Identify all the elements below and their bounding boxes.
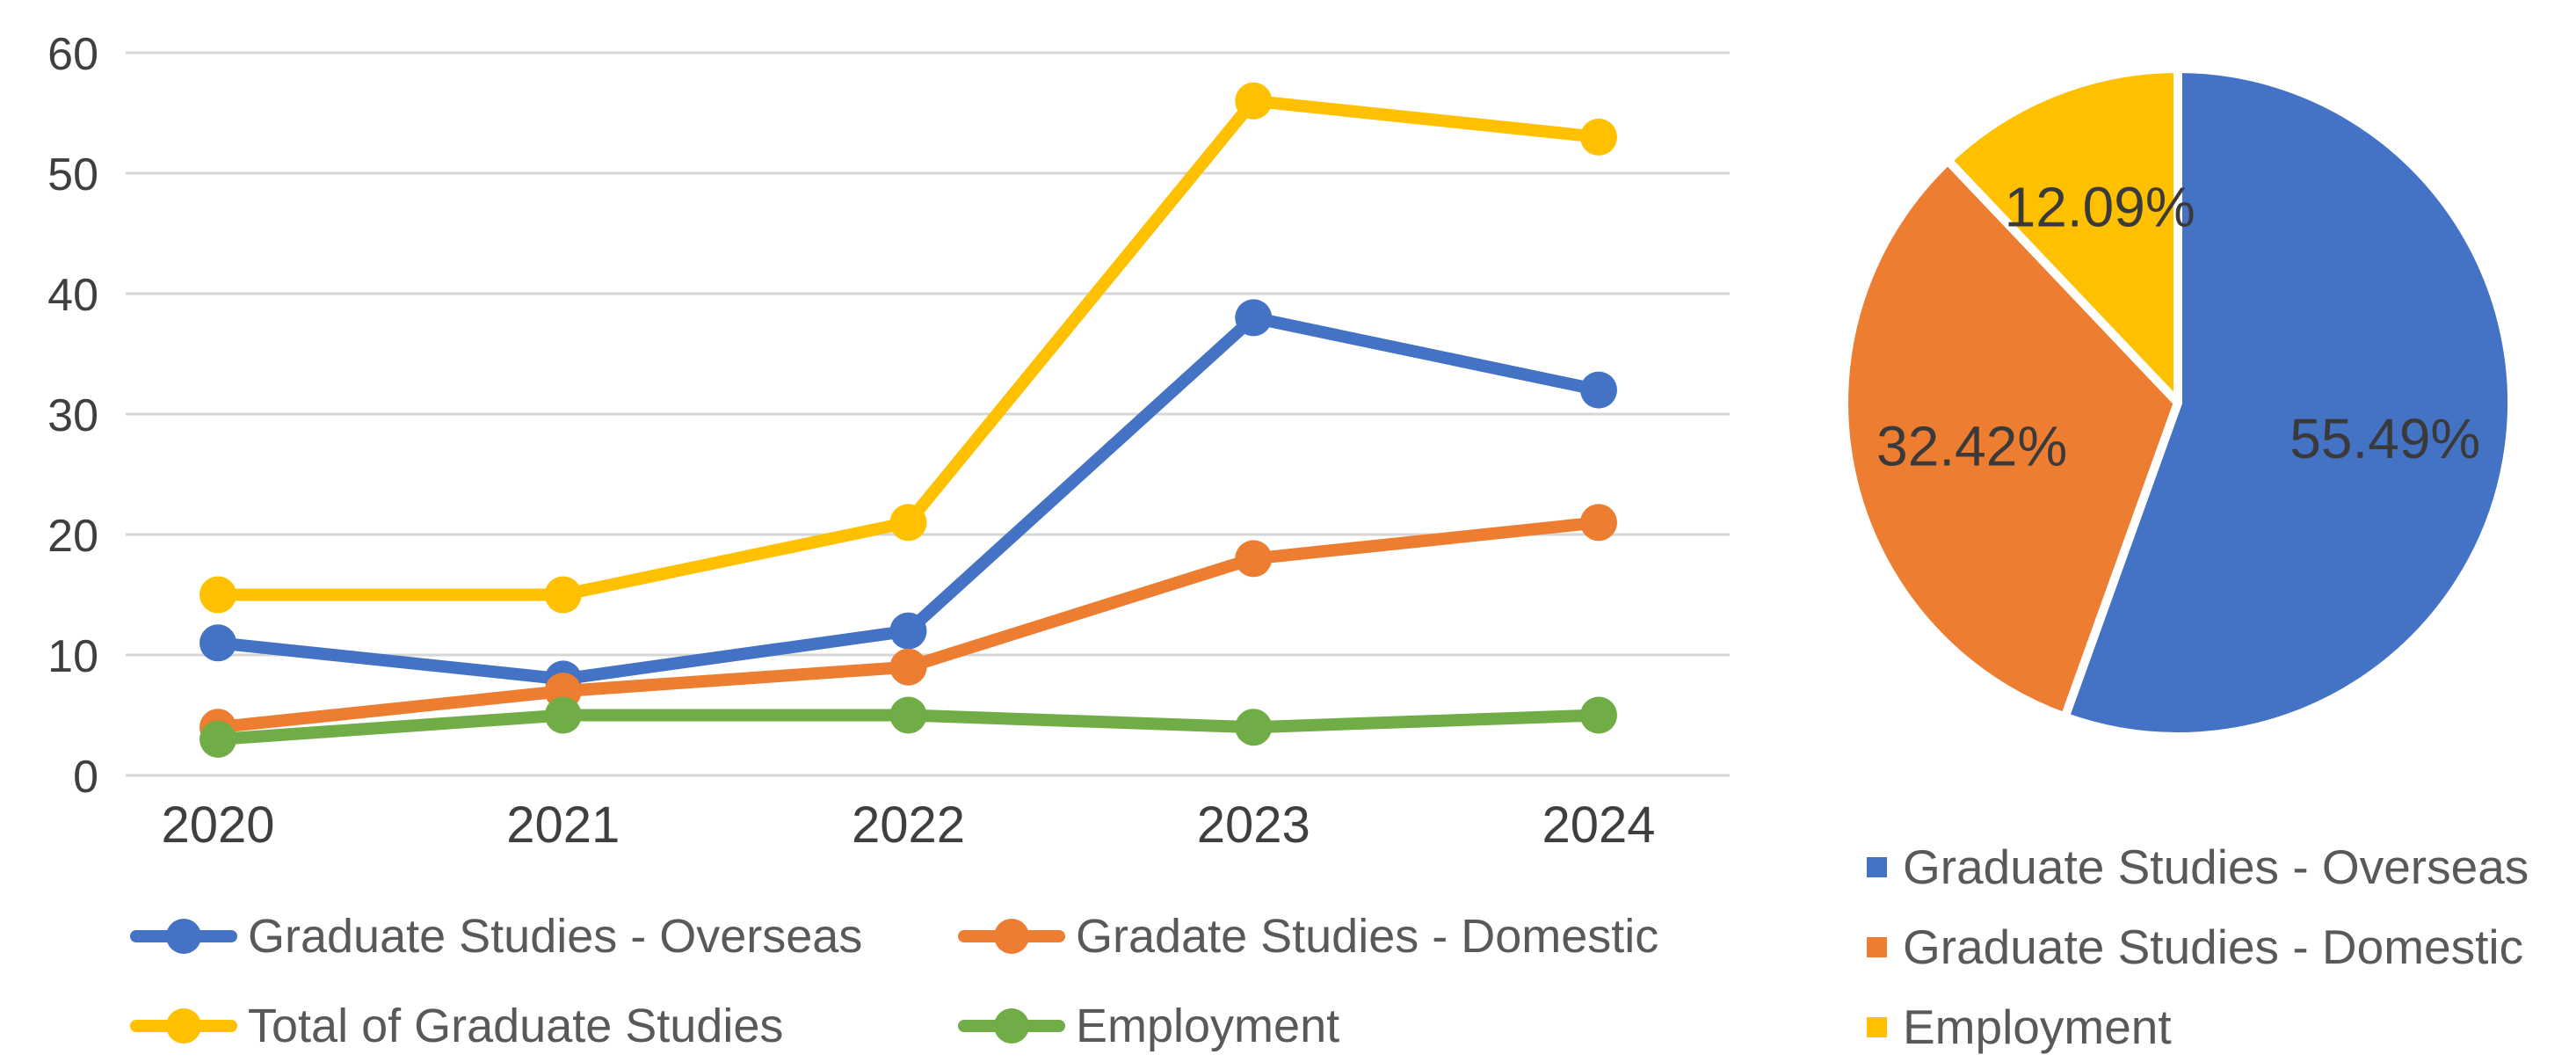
data-point-marker: [1235, 82, 1273, 120]
data-point-marker: [1235, 540, 1273, 578]
data-point-marker: [1580, 371, 1617, 409]
pie-slice-percent-label: 12.09%: [2005, 176, 2195, 239]
legend-label: Graduate Studies - Overseas: [248, 910, 863, 963]
legend-label: Gradate Studies - Domestic: [1076, 910, 1659, 963]
data-point-marker: [889, 612, 927, 650]
data-point-marker: [889, 696, 927, 734]
legend-dot: [166, 1008, 201, 1044]
y-axis-tick-label: 30: [47, 390, 98, 441]
data-point-marker: [889, 504, 927, 542]
x-axis-tick-label: 2023: [1197, 796, 1310, 854]
data-point-marker: [200, 576, 236, 614]
pie-legend-item-graduate-studies-overseas: Graduate Studies - Overseas: [1867, 841, 2529, 892]
square-swatch-icon: [1867, 1016, 1887, 1037]
data-point-marker: [1235, 709, 1273, 746]
square-swatch-icon: [1867, 936, 1887, 957]
pie-chart-plot: 55.49% 32.42% 12.09%: [1839, 64, 2517, 741]
line-marker-icon: [958, 911, 1065, 962]
pie-slice: [1943, 64, 2182, 407]
legend-item-gradate-studies-domestic: Gradate Studies - Domestic: [958, 911, 1658, 962]
legend-label: Total of Graduate Studies: [248, 1000, 784, 1052]
y-axis-tick-label: 20: [47, 511, 98, 562]
data-point-marker: [1580, 504, 1617, 542]
data-point-marker: [200, 720, 236, 758]
x-axis-tick-label: 2024: [1542, 796, 1655, 854]
legend-dot: [166, 919, 201, 954]
line-chart-plot: 0 10 20 30 40 50 60 2020 2021 2022 2023 2024: [47, 29, 1730, 854]
pie-legend-label: Employment: [1903, 999, 2172, 1054]
square-swatch-icon: [1867, 856, 1887, 877]
data-point-marker: [200, 624, 236, 662]
data-point-marker: [544, 576, 582, 614]
line-marker-icon: [130, 911, 237, 962]
legend-item-graduate-studies-overseas: Graduate Studies - Overseas: [130, 911, 862, 962]
pie-legend-label: Graduate Studies - Domestic: [1903, 919, 2524, 974]
legend-item-total-of-graduate-studies: Total of Graduate Studies: [130, 1000, 783, 1051]
x-axis-tick-label: 2021: [506, 796, 620, 854]
y-axis-tick-label: 10: [47, 631, 98, 682]
y-axis-tick-label: 50: [47, 149, 98, 200]
data-point-marker: [544, 696, 582, 734]
x-axis-tick-label: 2020: [161, 796, 274, 854]
legend-dot: [994, 919, 1029, 954]
pie-slice: [2060, 64, 2517, 741]
legend-dot: [994, 1008, 1029, 1044]
pie-slice: [1839, 156, 2182, 722]
pie-slice-percent-label: 55.49%: [2289, 407, 2480, 470]
x-axis-tick-label: 2022: [852, 796, 965, 854]
pie-slice-percent-label: 32.42%: [1876, 414, 2067, 477]
line-marker-icon: [958, 1000, 1065, 1051]
pie-legend-item-graduate-studies-domestic: Graduate Studies - Domestic: [1867, 921, 2523, 972]
y-axis-tick-label: 40: [47, 270, 98, 321]
data-point-marker: [889, 648, 927, 686]
data-point-marker: [1580, 696, 1617, 734]
line-marker-icon: [130, 1000, 237, 1051]
y-axis-tick-label: 0: [73, 752, 98, 803]
legend-label: Employment: [1076, 1000, 1340, 1052]
pie-legend-item-employment: Employment: [1867, 1001, 2172, 1052]
legend-item-employment: Employment: [958, 1000, 1339, 1051]
pie-legend-label: Graduate Studies - Overseas: [1903, 839, 2529, 894]
data-point-marker: [1235, 299, 1273, 337]
y-axis-tick-label: 60: [47, 29, 98, 80]
data-point-marker: [1580, 118, 1617, 156]
